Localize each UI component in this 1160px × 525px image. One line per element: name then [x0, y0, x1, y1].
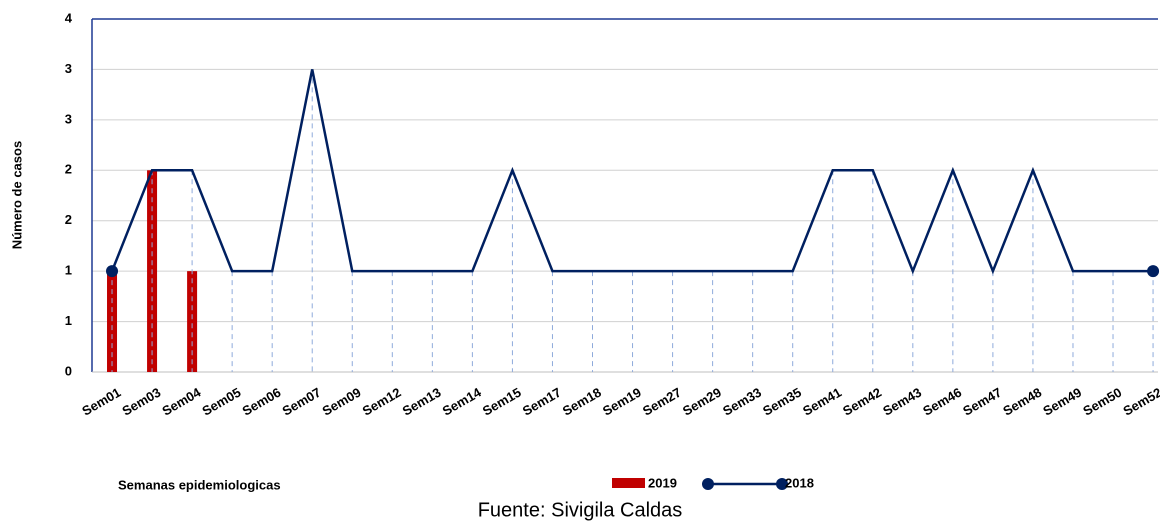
y-tick-label: 1 — [65, 263, 72, 278]
x-tick-label: Sem35 — [760, 385, 804, 419]
x-axis-label: Semanas epidemiologicas — [118, 477, 281, 492]
y-axis-label: Número de casos — [9, 141, 24, 249]
legend-marker — [776, 478, 788, 490]
y-tick-label: 3 — [65, 61, 72, 76]
y-tick-label: 2 — [65, 212, 72, 227]
x-tick-label: Sem07 — [280, 385, 324, 419]
x-tick-label: Sem50 — [1080, 385, 1124, 419]
x-tick-label: Sem17 — [520, 385, 564, 419]
x-tick-label: Sem49 — [1040, 385, 1084, 419]
x-tick-label: Sem52 — [1120, 385, 1160, 419]
x-tick-label: Sem05 — [200, 385, 244, 419]
x-tick-label: Sem04 — [160, 384, 204, 418]
line-marker — [106, 265, 119, 278]
x-tick-label: Sem46 — [920, 385, 964, 419]
line-marker — [1147, 265, 1160, 278]
bar — [107, 271, 118, 372]
x-tick-label: Sem29 — [680, 385, 724, 419]
y-tick-label: 1 — [65, 313, 72, 328]
x-tick-label: Sem15 — [480, 385, 524, 419]
legend-label: 2019 — [648, 475, 677, 490]
x-tick-label: Sem12 — [360, 385, 404, 419]
x-tick-label: Sem27 — [640, 385, 684, 419]
y-tick-label: 2 — [65, 162, 72, 177]
x-tick-label: Sem19 — [600, 385, 644, 419]
x-tick-label: Sem09 — [320, 385, 364, 419]
x-tick-label: Sem18 — [560, 385, 604, 419]
x-tick-label: Sem01 — [79, 385, 123, 419]
x-tick-label: Sem14 — [440, 384, 484, 418]
x-tick-label: Sem03 — [119, 385, 163, 419]
x-tick-label: Sem42 — [840, 385, 884, 419]
bar — [187, 271, 198, 372]
legend-swatch — [612, 478, 645, 488]
y-tick-label: 0 — [65, 363, 72, 378]
source-note: Fuente: Sivigila Caldas — [478, 499, 683, 521]
y-tick-label: 4 — [65, 10, 73, 25]
x-tick-label: Sem41 — [800, 385, 844, 419]
x-tick-label: Sem06 — [240, 385, 284, 419]
line — [110, 69, 1154, 275]
x-tick-label: Sem13 — [400, 385, 444, 419]
x-tick-label: Sem33 — [720, 385, 764, 419]
y-tick-label: 3 — [65, 111, 72, 126]
x-tick-label: Sem48 — [1000, 385, 1044, 419]
x-tick-label: Sem43 — [880, 385, 924, 419]
x-tick-label: Sem47 — [960, 385, 1004, 419]
legend-marker — [702, 478, 714, 490]
legend-label: 2018 — [785, 475, 814, 490]
